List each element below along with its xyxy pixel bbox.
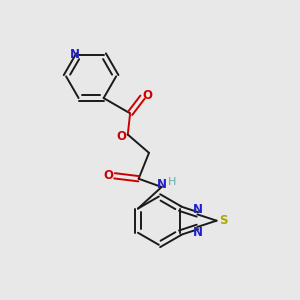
Text: H: H [168,177,176,187]
Text: S: S [219,214,227,227]
Text: O: O [142,89,152,102]
Text: N: N [192,202,203,216]
Text: O: O [103,169,114,182]
Text: N: N [192,226,203,239]
Text: N: N [157,178,166,191]
Text: O: O [117,130,127,143]
Text: N: N [70,48,80,61]
